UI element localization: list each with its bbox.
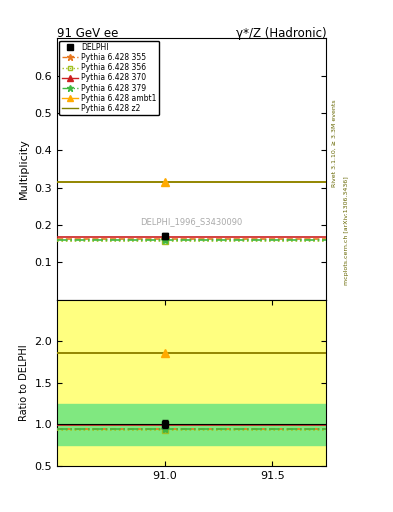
Bar [57,403,326,445]
Text: mcplots.cern.ch [arXiv:1306.3436]: mcplots.cern.ch [arXiv:1306.3436] [344,176,349,285]
Bar [57,300,326,466]
Text: 91 GeV ee: 91 GeV ee [57,27,118,39]
Y-axis label: Ratio to DELPHI: Ratio to DELPHI [19,345,29,421]
Y-axis label: Multiplicity: Multiplicity [19,139,29,200]
Text: DELPHI_1996_S3430090: DELPHI_1996_S3430090 [140,217,243,226]
Text: Rivet 3.1.10, ≥ 3.3M events: Rivet 3.1.10, ≥ 3.3M events [332,99,337,187]
Legend: DELPHI, Pythia 6.428 355, Pythia 6.428 356, Pythia 6.428 370, Pythia 6.428 379, : DELPHI, Pythia 6.428 355, Pythia 6.428 3… [59,40,159,115]
Text: γ*/Z (Hadronic): γ*/Z (Hadronic) [235,27,326,39]
